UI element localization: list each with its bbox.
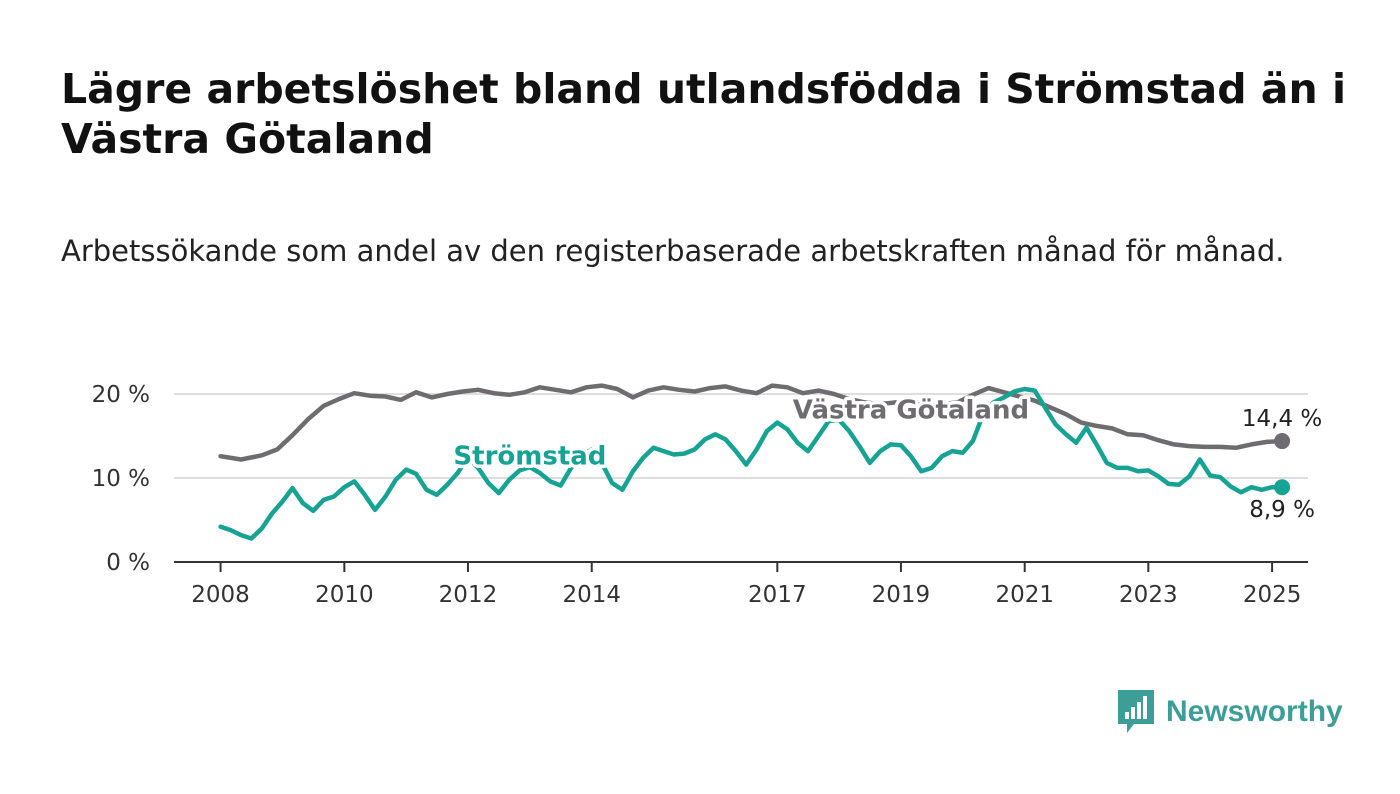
series-line-0 <box>218 383 1285 462</box>
y-tick-label: 0 % <box>106 550 150 576</box>
series-name-label-0: Västra Götaland <box>793 395 1029 425</box>
y-tick-label: 20 % <box>92 382 150 408</box>
newsworthy-logo: Newsworthy <box>1118 690 1343 734</box>
end-label-stromstad: 8,9 % <box>1249 497 1315 523</box>
series-lines <box>218 383 1291 541</box>
bar-chart-speech-bubble-icon <box>1118 690 1154 733</box>
series-end-point-0 <box>1274 433 1291 450</box>
series-line-1 <box>218 386 1285 541</box>
end-label-vastra-gotaland: 14,4 % <box>1242 406 1322 432</box>
x-tick-label: 2008 <box>191 582 250 608</box>
y-axis: 0 % 10 % 20 % <box>92 382 150 576</box>
x-tick-label: 2019 <box>872 582 931 608</box>
x-tick-label: 2014 <box>562 582 621 608</box>
series-labels: 14,4 % 8,9 % Västra Götaland Strömstad <box>450 392 1322 523</box>
series-name-label-1: Strömstad <box>453 442 606 472</box>
x-tick-label: 2017 <box>748 582 807 608</box>
y-tick-label: 10 % <box>92 466 150 492</box>
x-axis: 2008 2010 2012 2014 2017 2019 2021 2023 2025 <box>174 561 1308 608</box>
series-end-point-1 <box>1274 479 1291 496</box>
chart-title: Lägre arbetslöshet bland utlandsfödda i … <box>61 65 1346 163</box>
chart-subtitle: Arbetssökande som andel av den registerb… <box>61 234 1285 268</box>
x-tick-label: 2010 <box>315 582 374 608</box>
logo-text: Newsworthy <box>1166 695 1343 728</box>
x-tick-label: 2025 <box>1243 582 1302 608</box>
x-tick-label: 2021 <box>995 582 1054 608</box>
x-tick-label: 2023 <box>1119 582 1178 608</box>
x-tick-label: 2012 <box>439 582 498 608</box>
